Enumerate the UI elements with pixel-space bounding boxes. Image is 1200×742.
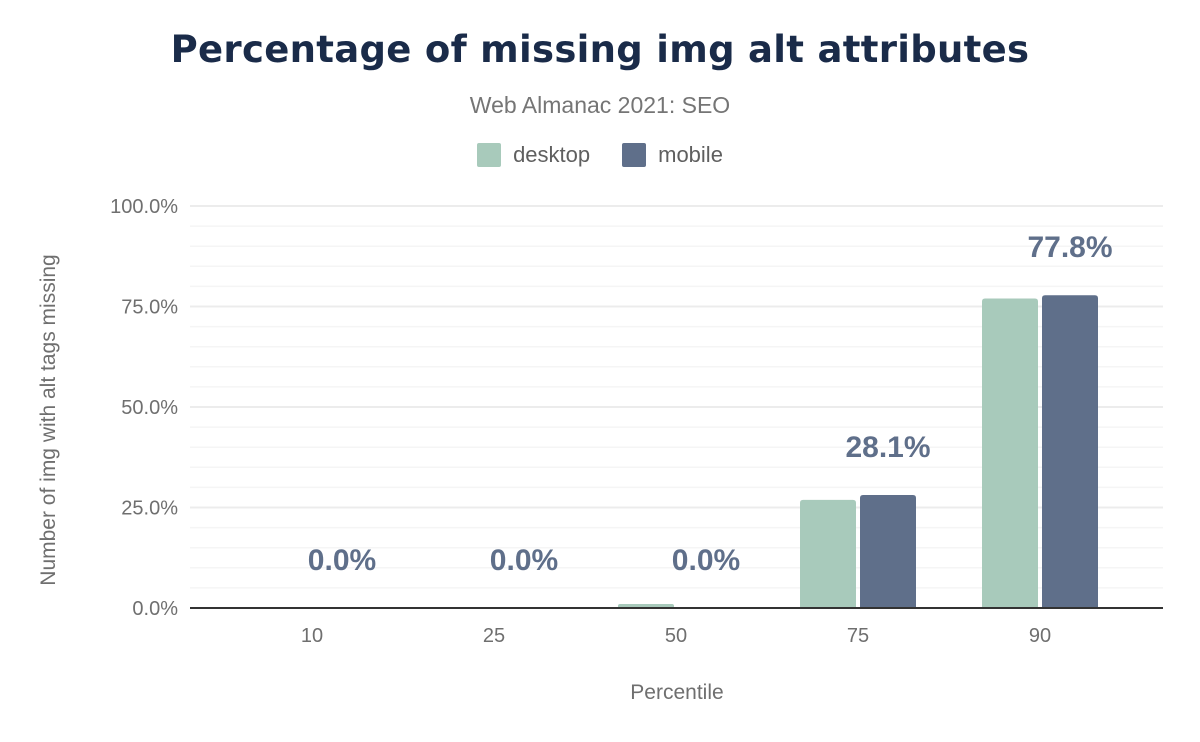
data-label: 77.8% [1027, 231, 1112, 264]
x-tick-label: 25 [483, 625, 505, 647]
bar-mobile-75 [860, 495, 916, 608]
data-label: 0.0% [672, 544, 740, 577]
bar-desktop-75 [800, 499, 856, 608]
bar-desktop-90 [982, 298, 1038, 608]
legend: desktop mobile [0, 142, 1200, 168]
x-axis-title: Percentile [630, 681, 723, 704]
x-tick-label: 75 [847, 625, 869, 647]
x-tick-label: 10 [301, 625, 323, 647]
data-label: 0.0% [308, 544, 376, 577]
y-tick-label: 100.0% [110, 196, 178, 218]
legend-label-mobile: mobile [658, 142, 723, 167]
chart-title: Percentage of missing img alt attributes [170, 28, 1030, 71]
x-tick-label: 90 [1029, 625, 1051, 647]
chart-subtitle: Web Almanac 2021: SEO [469, 92, 731, 118]
y-tick-label: 0.0% [132, 598, 178, 620]
legend-swatch-desktop [477, 143, 502, 167]
legend-item-desktop[interactable]: desktop [477, 142, 590, 168]
y-tick-label: 25.0% [121, 498, 178, 520]
legend-label-desktop: desktop [513, 142, 591, 167]
data-label: 28.1% [845, 431, 930, 464]
y-axis-title: Number of img with alt tags missing [37, 254, 60, 585]
y-tick-label: 75.0% [121, 297, 178, 319]
x-tick-label: 50 [665, 625, 687, 647]
legend-swatch-mobile [622, 143, 647, 167]
bar-mobile-90 [1042, 295, 1098, 608]
bar-desktop-50 [618, 603, 674, 608]
legend-item-mobile[interactable]: mobile [622, 142, 723, 168]
data-label: 0.0% [490, 544, 558, 577]
y-tick-label: 50.0% [121, 397, 178, 419]
